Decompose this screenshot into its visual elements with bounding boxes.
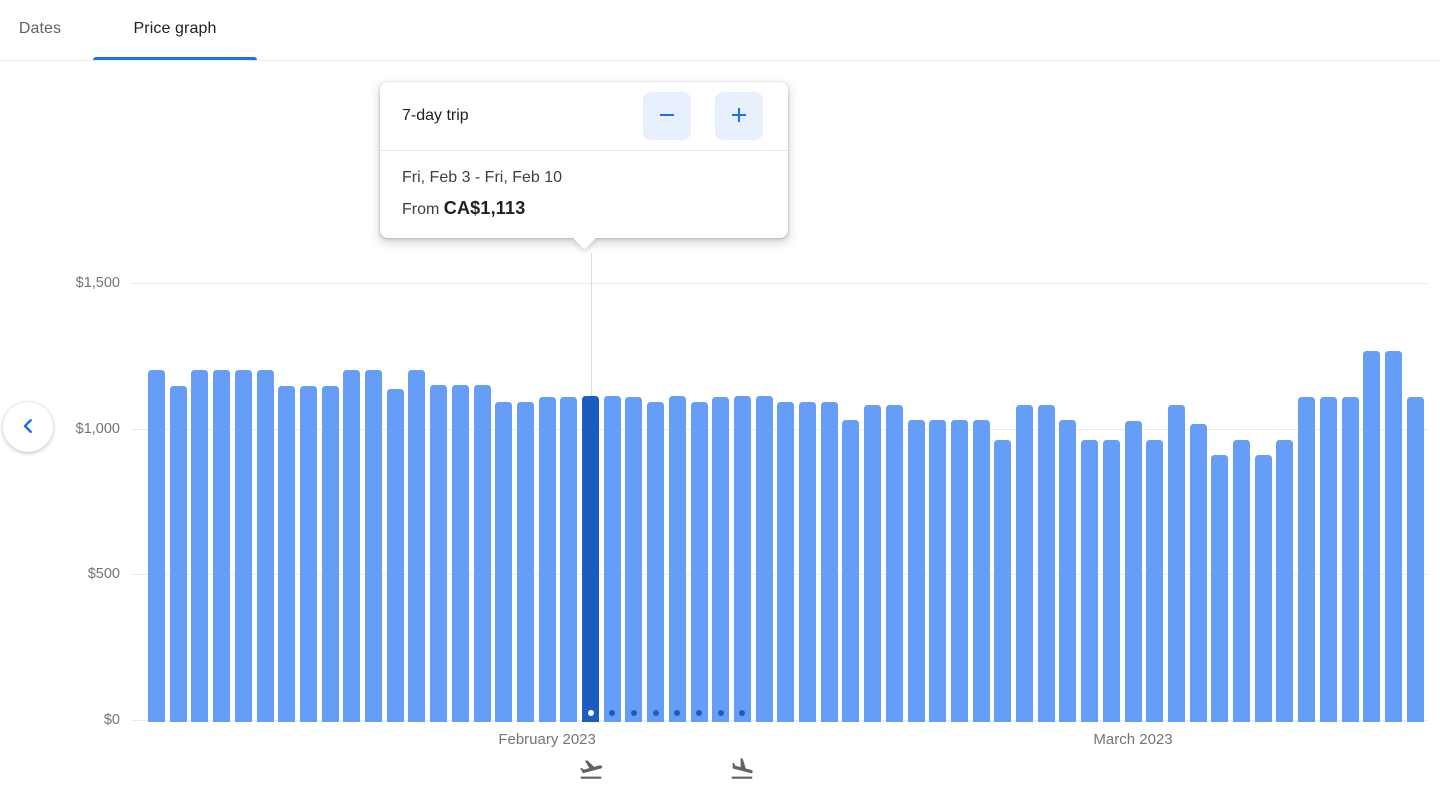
price-bar[interactable] <box>885 405 903 722</box>
price-bar[interactable] <box>950 419 968 722</box>
price-bar[interactable] <box>386 389 404 722</box>
price-bar[interactable] <box>299 386 317 722</box>
price-bar[interactable] <box>820 402 838 722</box>
price-bar[interactable] <box>473 384 491 722</box>
price-bar[interactable] <box>603 395 621 722</box>
tab-bar: Dates Price graph <box>0 0 1440 61</box>
tab-price-graph[interactable]: Price graph <box>93 0 257 60</box>
price-bar[interactable] <box>1211 454 1229 722</box>
price-bar[interactable] <box>321 386 339 722</box>
month-label: February 2023 <box>498 731 596 748</box>
tooltip-divider <box>380 150 788 151</box>
y-axis-label: $0 <box>103 712 120 728</box>
flight-land-icon <box>729 756 755 782</box>
price-bar[interactable] <box>495 402 513 722</box>
trip-day-dot <box>609 709 616 716</box>
price-bar[interactable] <box>365 370 382 722</box>
tooltip-drop-line <box>590 253 592 396</box>
gridline <box>131 283 1428 284</box>
price-bar[interactable] <box>451 384 469 722</box>
y-axis-label: $1,000 <box>75 420 120 437</box>
price-bar[interactable] <box>755 395 773 722</box>
price-bar[interactable] <box>1124 421 1142 722</box>
trip-day-dot <box>587 709 594 716</box>
price-bar[interactable] <box>169 386 187 722</box>
price-bar[interactable] <box>668 395 686 722</box>
trip-day-dot <box>674 709 681 716</box>
price-bar[interactable] <box>1384 351 1402 722</box>
tab-dates-label: Dates <box>18 19 62 37</box>
price-bar[interactable] <box>1016 405 1033 722</box>
price-bar[interactable] <box>777 402 795 722</box>
tab-price-graph-label: Price graph <box>133 19 217 37</box>
price-bar[interactable] <box>1146 440 1164 722</box>
y-axis-label: $1,500 <box>75 275 120 291</box>
price-bar[interactable] <box>1059 419 1077 722</box>
trip-date-range: Fri, Feb 3 - Fri, Feb 10 <box>402 169 563 186</box>
price-bar[interactable] <box>864 405 882 722</box>
trip-length-label: 7-day trip <box>402 107 469 124</box>
price-bar[interactable] <box>343 370 361 722</box>
price-bar[interactable] <box>538 396 556 722</box>
flight-takeoff-icon <box>578 756 604 782</box>
price-bar[interactable] <box>234 370 252 722</box>
tab-dates[interactable]: Dates <box>0 0 80 57</box>
price-bar[interactable] <box>278 386 296 722</box>
price-bar[interactable] <box>256 370 274 722</box>
chevron-left-icon <box>16 414 40 441</box>
price-bar[interactable] <box>1276 440 1294 722</box>
trip-day-dot <box>630 709 637 716</box>
price-bar[interactable] <box>1102 440 1120 722</box>
price-bar[interactable] <box>799 402 816 722</box>
price-bar[interactable] <box>1037 405 1055 722</box>
previous-dates-button[interactable] <box>3 402 53 452</box>
increase-trip-length-button[interactable] <box>715 92 763 140</box>
price-bar[interactable] <box>1406 396 1424 722</box>
trip-day-dot <box>696 709 702 716</box>
price-bar[interactable] <box>148 370 165 722</box>
trip-price-line: From CA$1,113 <box>402 193 766 225</box>
price-bar-selected[interactable] <box>582 395 599 722</box>
price-bar[interactable] <box>408 370 426 722</box>
trip-day-dot <box>717 709 724 716</box>
decrease-trip-length-button[interactable] <box>643 92 691 140</box>
price-bar[interactable] <box>907 419 925 722</box>
price-bar[interactable] <box>430 384 448 722</box>
price-bar[interactable] <box>690 402 708 722</box>
price-bar[interactable] <box>929 419 947 722</box>
trip-tooltip-card: 7-day trip Fri, Feb 3 - Fri, Feb 10 From <box>380 82 788 250</box>
plus-icon <box>727 103 751 130</box>
price-bar[interactable] <box>625 396 643 722</box>
price-bar[interactable] <box>842 419 860 722</box>
price-bar[interactable] <box>1319 396 1337 722</box>
minus-icon <box>655 103 679 130</box>
price-bar[interactable] <box>733 395 751 722</box>
price-bar[interactable] <box>972 419 990 722</box>
trip-day-dot <box>739 709 746 716</box>
price-bar[interactable] <box>1081 440 1099 722</box>
active-tab-underline <box>93 57 257 60</box>
price-bar[interactable] <box>712 396 730 722</box>
price-bar[interactable] <box>560 396 578 722</box>
price-bar[interactable] <box>1189 424 1207 722</box>
price-bar[interactable] <box>1363 351 1381 722</box>
price-prefix: From <box>402 201 440 218</box>
price-bar[interactable] <box>1254 454 1272 722</box>
y-axis-label: $500 <box>87 566 120 583</box>
price-bar[interactable] <box>213 370 231 722</box>
price-bar[interactable] <box>1167 405 1185 722</box>
price-bar[interactable] <box>516 402 534 722</box>
price-bar[interactable] <box>1341 396 1359 722</box>
price-bar[interactable] <box>994 440 1012 722</box>
price-bar[interactable] <box>1233 440 1250 722</box>
price-bar[interactable] <box>191 370 209 722</box>
price-bar[interactable] <box>647 402 665 722</box>
month-label: March 2023 <box>1093 731 1173 748</box>
trip-day-dot <box>652 709 659 716</box>
price-bar[interactable] <box>1298 396 1316 722</box>
trip-price: CA$1,113 <box>443 198 526 218</box>
